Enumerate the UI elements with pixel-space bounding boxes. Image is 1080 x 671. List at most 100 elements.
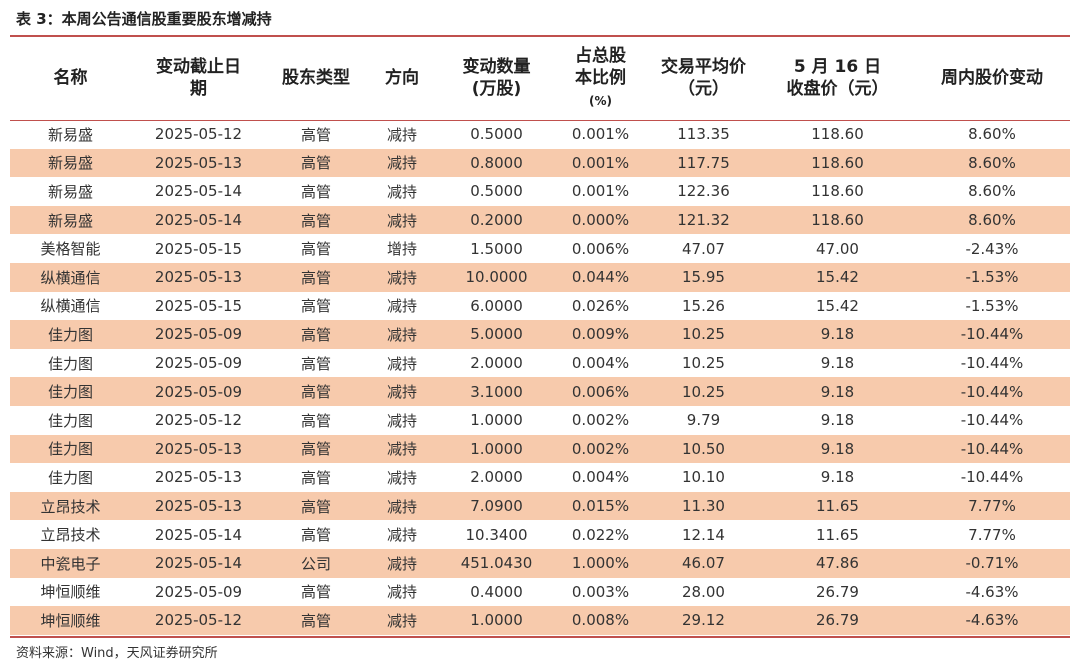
header-rule [10, 120, 1070, 121]
column-header-text: 交易平均价 [661, 56, 746, 77]
table-cell: 9.18 [761, 463, 914, 492]
table-cell: 高管 [266, 262, 366, 292]
table-cell: 15.95 [646, 262, 761, 292]
table-cell: 高管 [266, 291, 366, 321]
table-cell: 9.18 [761, 405, 914, 435]
table-cell: 0.8000 [438, 148, 555, 178]
table-cell: 12.14 [646, 520, 761, 549]
table-cell: 1.0000 [438, 405, 555, 435]
table-cell: 2025-05-14 [131, 548, 266, 578]
table-cell: 2025-05-14 [131, 177, 266, 206]
table-cell: 立昂技术 [10, 491, 131, 521]
table-row: 立昂技术 2025-05-13 高管 减持 7.0900 0.015% 11.30 11.65… [10, 491, 1070, 521]
table-cell: 11.30 [646, 491, 761, 521]
column-header: 占总股 本比例 (%) [555, 36, 646, 120]
table-cell: 减持 [366, 491, 438, 521]
table-cell: 高管 [266, 405, 366, 435]
table-cell: 高管 [266, 148, 366, 178]
table-cell: 0.009% [555, 320, 646, 349]
table-cell: 减持 [366, 291, 438, 321]
table-cell: 1.0000 [438, 606, 555, 635]
table-cell: 47.86 [761, 548, 914, 578]
bottom-rule [10, 636, 1070, 638]
table-cell: 减持 [366, 548, 438, 578]
table-cell: 8.60% [914, 205, 1070, 235]
table-cell: -0.71% [914, 548, 1070, 578]
column-header-text: 名称 [53, 67, 88, 88]
table-row: 佳力图 2025-05-09 高管 减持 5.0000 0.009% 10.25 9.18 -1… [10, 320, 1070, 349]
table-cell: 8.60% [914, 177, 1070, 206]
table-cell: 减持 [366, 405, 438, 435]
table-cell: 0.004% [555, 463, 646, 492]
table-cell: 2025-05-13 [131, 491, 266, 521]
table-row: 佳力图 2025-05-09 高管 减持 3.1000 0.006% 10.25 9.18 -1… [10, 377, 1070, 406]
table-cell: 2025-05-12 [131, 405, 266, 435]
table-cell: 47.07 [646, 234, 761, 263]
table-cell: 佳力图 [10, 405, 131, 435]
column-header: 5 月 16 日收盘价（元） [761, 36, 914, 120]
table-cell: 10.50 [646, 434, 761, 464]
table-cell: 高管 [266, 434, 366, 464]
table-row: 新易盛 2025-05-14 高管 减持 0.5000 0.001% 122.36 118.6… [10, 177, 1070, 206]
table-cell: 减持 [366, 434, 438, 464]
column-header-text: 方向 [385, 67, 419, 88]
column-header-text: （元） [678, 79, 729, 99]
table-cell: 佳力图 [10, 320, 131, 349]
column-header: 周内股价变动 [914, 36, 1070, 120]
table-cell: 15.42 [761, 291, 914, 321]
table-cell: 0.002% [555, 405, 646, 435]
table-cell: -4.63% [914, 606, 1070, 635]
table-cell: 0.001% [555, 148, 646, 178]
table-cell: -4.63% [914, 577, 1070, 607]
table-cell: 减持 [366, 320, 438, 349]
table-row: 中瓷电子 2025-05-14 公司 减持 451.0430 1.000% 46.07 47.… [10, 548, 1070, 578]
table-cell: 0.001% [555, 177, 646, 206]
table-cell: 0.006% [555, 234, 646, 263]
table-cell: 9.18 [761, 348, 914, 378]
table-cell: 立昂技术 [10, 520, 131, 549]
table-cell: -10.44% [914, 405, 1070, 435]
table-cell: -2.43% [914, 234, 1070, 263]
column-header-text: 变动截止日 [156, 56, 241, 77]
table-cell: 高管 [266, 177, 366, 206]
table-cell: 2025-05-13 [131, 463, 266, 492]
column-header: 变动截止日期 [131, 36, 266, 120]
table-cell: 新易盛 [10, 120, 131, 149]
table-cell: 8.60% [914, 120, 1070, 149]
table-cell: 0.008% [555, 606, 646, 635]
table-cell: 高管 [266, 520, 366, 549]
table-cell: 2025-05-15 [131, 234, 266, 263]
table-cell: -10.44% [914, 377, 1070, 406]
table-row: 佳力图 2025-05-09 高管 减持 2.0000 0.004% 10.25 9.18 -1… [10, 348, 1070, 378]
table-cell: 7.77% [914, 491, 1070, 521]
table-cell: 0.000% [555, 205, 646, 235]
table-cell: 118.60 [761, 205, 914, 235]
table-cell: 0.026% [555, 291, 646, 321]
table-cell: 1.0000 [438, 434, 555, 464]
table-cell: 高管 [266, 348, 366, 378]
table-row: 佳力图 2025-05-13 高管 减持 1.0000 0.002% 10.50 9.18 -1… [10, 434, 1070, 464]
table-cell: 2025-05-09 [131, 377, 266, 406]
table-row: 立昂技术 2025-05-14 高管 减持 10.3400 0.022% 12.14 11.6… [10, 520, 1070, 549]
table-cell: 9.79 [646, 405, 761, 435]
table-cell: 9.18 [761, 377, 914, 406]
table-cell: 0.002% [555, 434, 646, 464]
table-cell: 10.25 [646, 320, 761, 349]
table-cell: 118.60 [761, 148, 914, 178]
column-header-text: (%) [589, 94, 612, 109]
table-cell: 坤恒顺维 [10, 577, 131, 607]
table-cell: 28.00 [646, 577, 761, 607]
table-cell: 高管 [266, 234, 366, 263]
table-cell: 2025-05-14 [131, 520, 266, 549]
table-cell: 46.07 [646, 548, 761, 578]
table-cell: 佳力图 [10, 463, 131, 492]
table-cell: 减持 [366, 120, 438, 149]
table-cell: -10.44% [914, 463, 1070, 492]
table-cell: 高管 [266, 205, 366, 235]
table-cell: 减持 [366, 205, 438, 235]
table-cell: 7.0900 [438, 491, 555, 521]
column-header: 变动数量 (万股) [438, 36, 555, 120]
table-cell: 佳力图 [10, 348, 131, 378]
table-cell: -1.53% [914, 262, 1070, 292]
table-cell: 0.001% [555, 120, 646, 149]
